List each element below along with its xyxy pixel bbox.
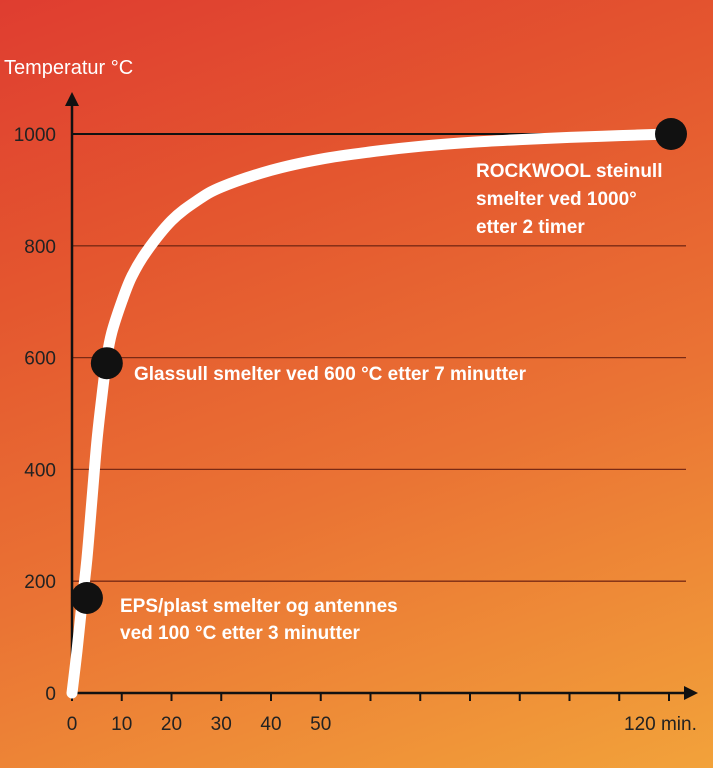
- annotation-3-line-3: etter 2 timer: [476, 217, 585, 238]
- x-tick-label-40: 40: [260, 714, 281, 735]
- annotation-2-line-1: Glassull smelter ved 600 °C etter 7 minu…: [134, 364, 527, 385]
- data-point-3: [655, 118, 687, 150]
- y-tick-label-400: 400: [24, 460, 56, 481]
- y-axis-arrow: [65, 92, 79, 106]
- x-axis-arrow: [684, 686, 698, 700]
- x-tick-label-120: 120 min.: [624, 714, 697, 735]
- y-tick-label-800: 800: [24, 237, 56, 258]
- x-tick-label-20: 20: [161, 714, 182, 735]
- annotations: EPS/plast smelter og antennes ved 100 °C …: [120, 161, 662, 644]
- y-tick-label-200: 200: [24, 572, 56, 593]
- y-axis-title: Temperatur °C: [4, 57, 133, 79]
- x-tick-label-0: 0: [67, 714, 78, 735]
- temperature-curve: [66, 128, 675, 699]
- data-point-1: [70, 581, 103, 614]
- y-tick-label-600: 600: [24, 349, 56, 370]
- x-tick-labels: 0 10 20 30 40 50 120 min.: [67, 714, 697, 735]
- x-tick-label-50: 50: [310, 714, 331, 735]
- x-tick-label-30: 30: [211, 714, 232, 735]
- y-tick-label-0: 0: [45, 684, 56, 705]
- annotation-3-line-2: smelter ved 1000°: [476, 189, 637, 210]
- y-tick-labels: 0 200 400 600 800 1000: [14, 125, 56, 705]
- y-tick-label-1000: 1000: [14, 125, 56, 146]
- annotation-1-line-2: ved 100 °C etter 3 minutter: [120, 623, 361, 644]
- annotation-1-line-1: EPS/plast smelter og antennes: [120, 596, 398, 617]
- x-tick-label-10: 10: [111, 714, 132, 735]
- data-points: [70, 118, 687, 614]
- annotation-3-line-1: ROCKWOOL steinull: [476, 161, 662, 182]
- data-point-2: [90, 347, 123, 380]
